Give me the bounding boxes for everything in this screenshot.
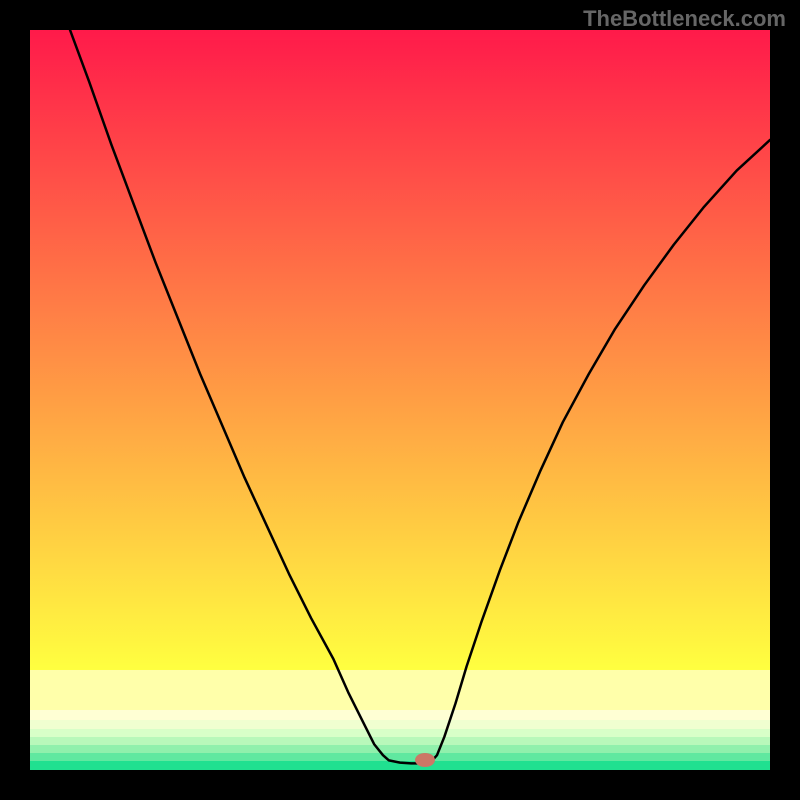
optimum-marker <box>415 753 435 767</box>
bottleneck-curve <box>30 30 770 770</box>
plot-area <box>30 30 770 770</box>
watermark-text: TheBottleneck.com <box>583 6 786 32</box>
